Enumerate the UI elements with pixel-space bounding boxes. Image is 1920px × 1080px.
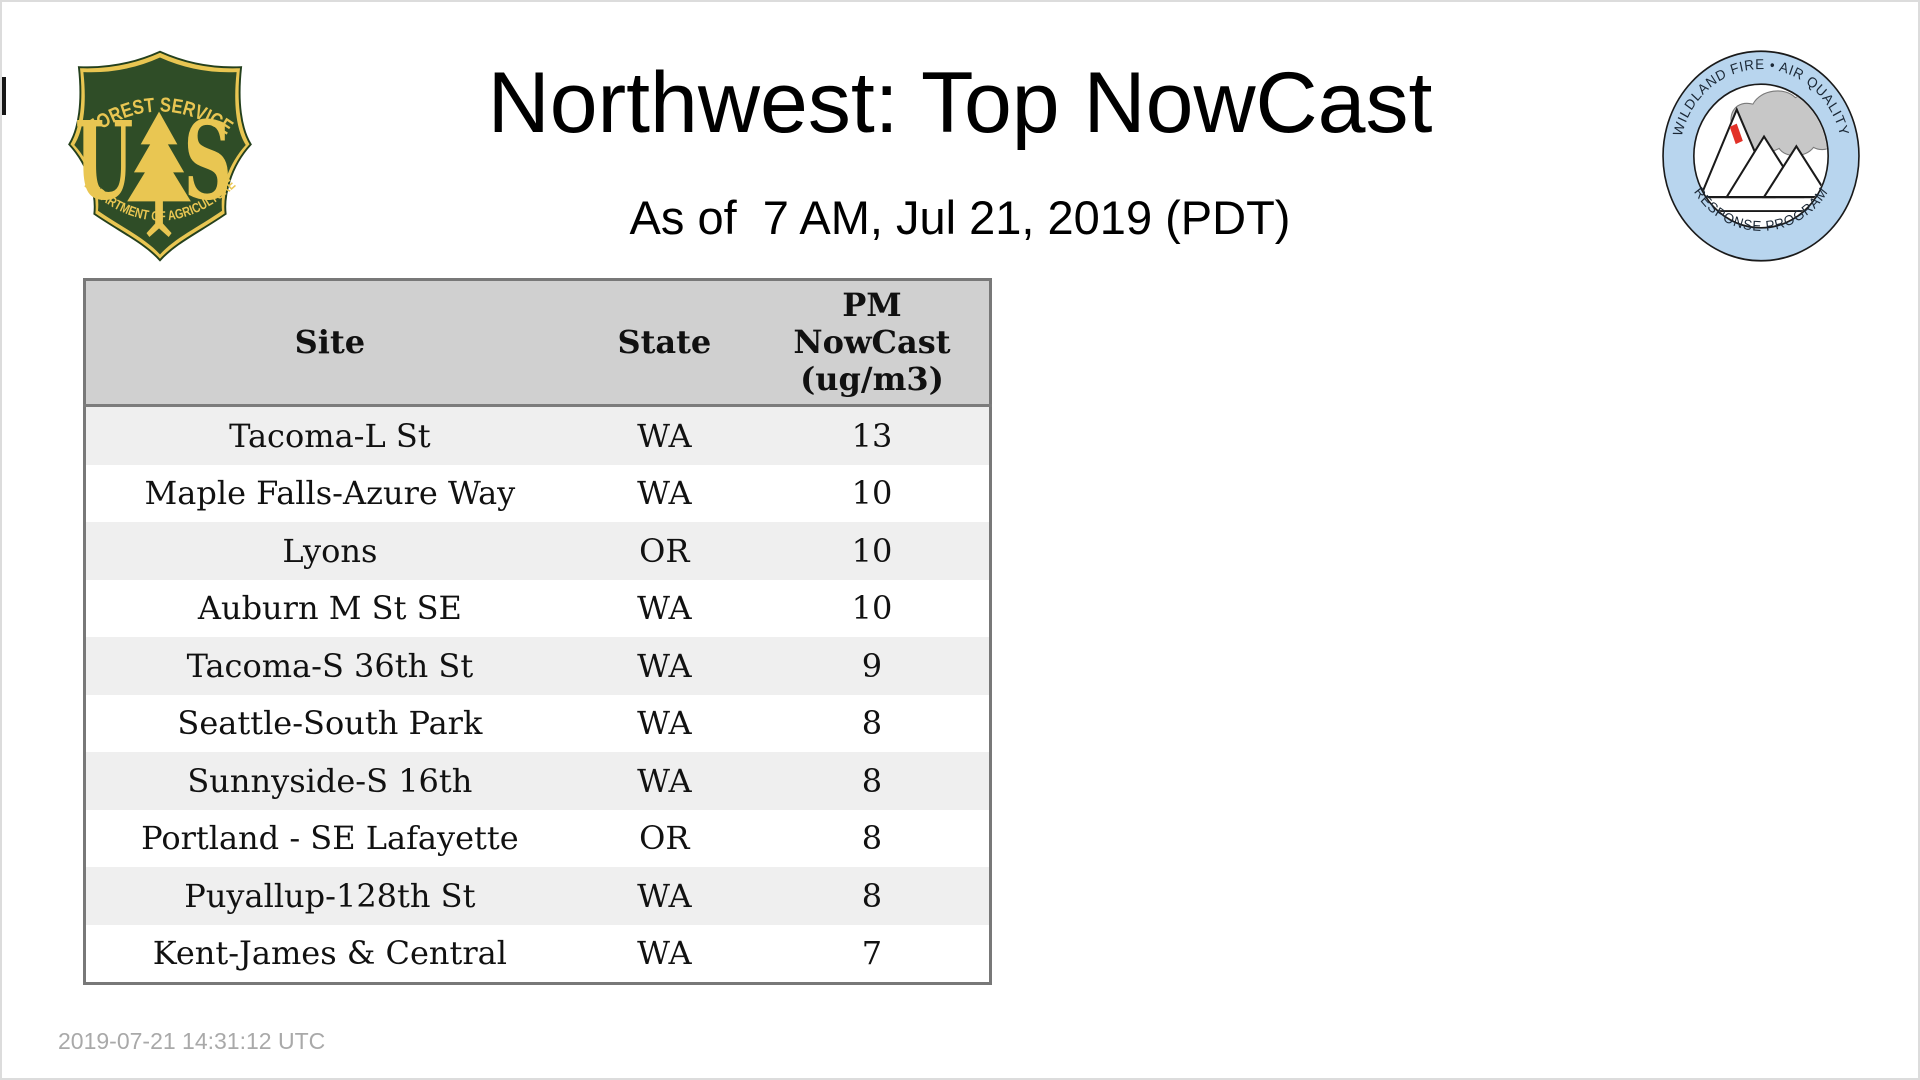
table-row: Seattle-South Park WA 8 [84, 694, 991, 752]
pine-tree-icon [127, 111, 191, 238]
cell-site: Portland - SE Lafayette [141, 819, 519, 858]
table-row: Sunnyside-S 16th WA 8 [84, 752, 991, 810]
cell-site: Kent-James & Central [152, 934, 507, 973]
table-row: Tacoma-S 36th St WA 9 [84, 637, 991, 695]
table-row: Portland - SE Lafayette OR 8 [84, 809, 991, 867]
column-header-pm-nowcast: PM NowCast (ug/m3) [754, 279, 991, 407]
flame-mark-icon [1729, 123, 1743, 145]
table-row: Puyallup-128th St WA 8 [84, 867, 991, 925]
cell-state: WA [637, 876, 692, 915]
cell-pm-value: 8 [861, 819, 883, 858]
table-row: Kent-James & Central WA 7 [84, 924, 991, 984]
table-body: Tacoma-L St WA 13 Maple Falls-Azure Way … [84, 405, 991, 984]
cell-site: Sunnyside-S 16th [187, 761, 473, 800]
column-header-site: Site [84, 279, 574, 407]
cell-pm-value: 7 [861, 934, 883, 973]
cell-site: Tacoma-S 36th St [186, 646, 474, 685]
cell-state: WA [637, 934, 692, 973]
shield-letter-s: S [183, 99, 231, 225]
table-row: Maple Falls-Azure Way WA 10 [84, 464, 991, 522]
cell-state: OR [639, 531, 690, 570]
cell-state: WA [637, 416, 692, 455]
cell-pm-value: 13 [851, 416, 893, 455]
screen-edge-artifact [2, 77, 6, 115]
forest-service-logo: FOREST SERVICE DEPARTMENT OF AGRICULTURE… [68, 50, 252, 262]
cell-state: WA [637, 704, 692, 743]
wildland-fire-air-quality-logo: WILDLAND FIRE • AIR QUALITY RESPONSE PRO… [1662, 50, 1860, 262]
cell-state: WA [637, 474, 692, 513]
cell-pm-value: 9 [861, 646, 883, 685]
cell-state: WA [637, 589, 692, 628]
shield-letter-u: U [75, 99, 133, 225]
cell-state: WA [637, 761, 692, 800]
table-row: Tacoma-L St WA 13 [84, 405, 991, 465]
cell-site: Puyallup-128th St [184, 876, 476, 915]
cell-site: Tacoma-L St [229, 416, 431, 455]
cell-pm-value: 10 [851, 589, 893, 628]
cell-pm-value: 8 [861, 704, 883, 743]
table-row: Lyons OR 10 [84, 522, 991, 580]
cell-site: Lyons [282, 531, 378, 570]
column-header-pm-nowcast-label: PM NowCast (ug/m3) [793, 286, 951, 398]
cell-site: Seattle-South Park [177, 704, 483, 743]
cell-pm-value: 10 [851, 531, 893, 570]
page-title: Northwest: Top NowCast [487, 55, 1433, 151]
cell-site: Maple Falls-Azure Way [144, 474, 516, 513]
table-header-row: Site State PM NowCast (ug/m3) [84, 279, 991, 407]
cell-state: OR [639, 819, 690, 858]
cell-state: WA [637, 646, 692, 685]
table-row: Auburn M St SE WA 10 [84, 579, 991, 637]
nowcast-table: Site State PM NowCast (ug/m3) Tacoma-L S… [83, 278, 992, 985]
footer-timestamp: 2019-07-21 14:31:12 UTC [58, 1028, 326, 1054]
mountains-icon [1698, 106, 1828, 199]
cell-pm-value: 10 [851, 474, 893, 513]
cell-site: Auburn M St SE [197, 589, 462, 628]
cell-pm-value: 8 [861, 876, 883, 915]
column-header-state: State [573, 279, 755, 407]
page-subtitle: As of 7 AM, Jul 21, 2019 (PDT) [629, 191, 1291, 244]
cell-pm-value: 8 [861, 761, 883, 800]
